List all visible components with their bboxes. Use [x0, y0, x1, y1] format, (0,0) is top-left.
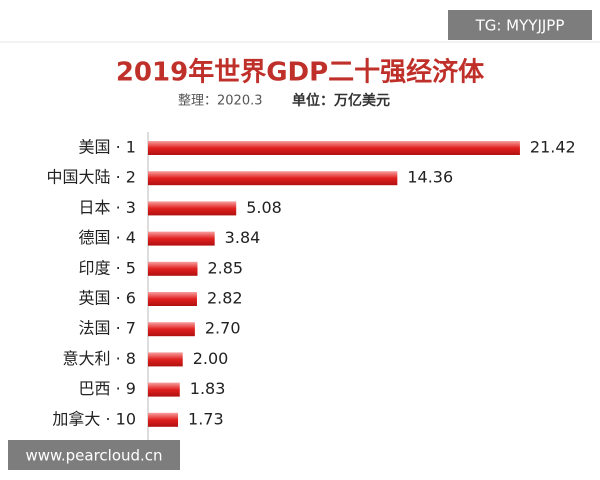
bar: [148, 141, 520, 155]
value-label: 2.70: [205, 319, 241, 338]
chart-title: 2019年世界GDP二十强经济体: [116, 57, 485, 88]
category-label: 美国 · 1: [79, 138, 136, 157]
value-label: 1.73: [188, 409, 224, 428]
category-label: 法国 · 7: [79, 319, 136, 338]
bar: [148, 171, 398, 186]
value-label: 1.83: [190, 379, 226, 398]
category-label: 德国 · 4: [79, 228, 136, 247]
bar: [148, 382, 180, 397]
unit-label: 单位：万亿美元: [292, 92, 390, 109]
watermark: TG: MYYJJPP: [475, 17, 565, 35]
watermark-box: [448, 10, 592, 40]
category-label: 印度 · 5: [79, 258, 136, 277]
bar: [148, 412, 179, 427]
bar: [148, 292, 197, 306]
bar: [148, 322, 195, 337]
bar: [148, 201, 237, 216]
watermark: www.pearcloud.cn: [25, 447, 162, 465]
category-label: 中国大陆 · 2: [47, 168, 136, 187]
category-label: 日本 · 3: [79, 198, 136, 217]
bar: [148, 352, 183, 367]
value-label: 3.84: [225, 228, 261, 247]
value-label: 2.85: [207, 258, 243, 277]
chart-subtitle: 整理：2020.3: [178, 94, 263, 109]
watermark-box: [8, 440, 180, 470]
category-label: 加拿大 · 10: [52, 409, 136, 428]
category-label: 英国 · 6: [79, 289, 136, 308]
bar: [148, 231, 215, 246]
value-label: 5.08: [246, 198, 282, 217]
value-label: 2.00: [193, 349, 229, 368]
bar: [148, 261, 198, 276]
category-label: 意大利 · 8: [63, 349, 136, 368]
value-label: 21.42: [530, 138, 576, 157]
bars: 美国 · 1 21.42 中国大陆 · 2 14.36 日本 · 3 5.08 德国 · 4…: [47, 138, 576, 429]
value-label: 2.82: [207, 289, 243, 308]
category-label: 巴西 · 9: [79, 379, 136, 398]
value-label: 14.36: [407, 168, 453, 187]
